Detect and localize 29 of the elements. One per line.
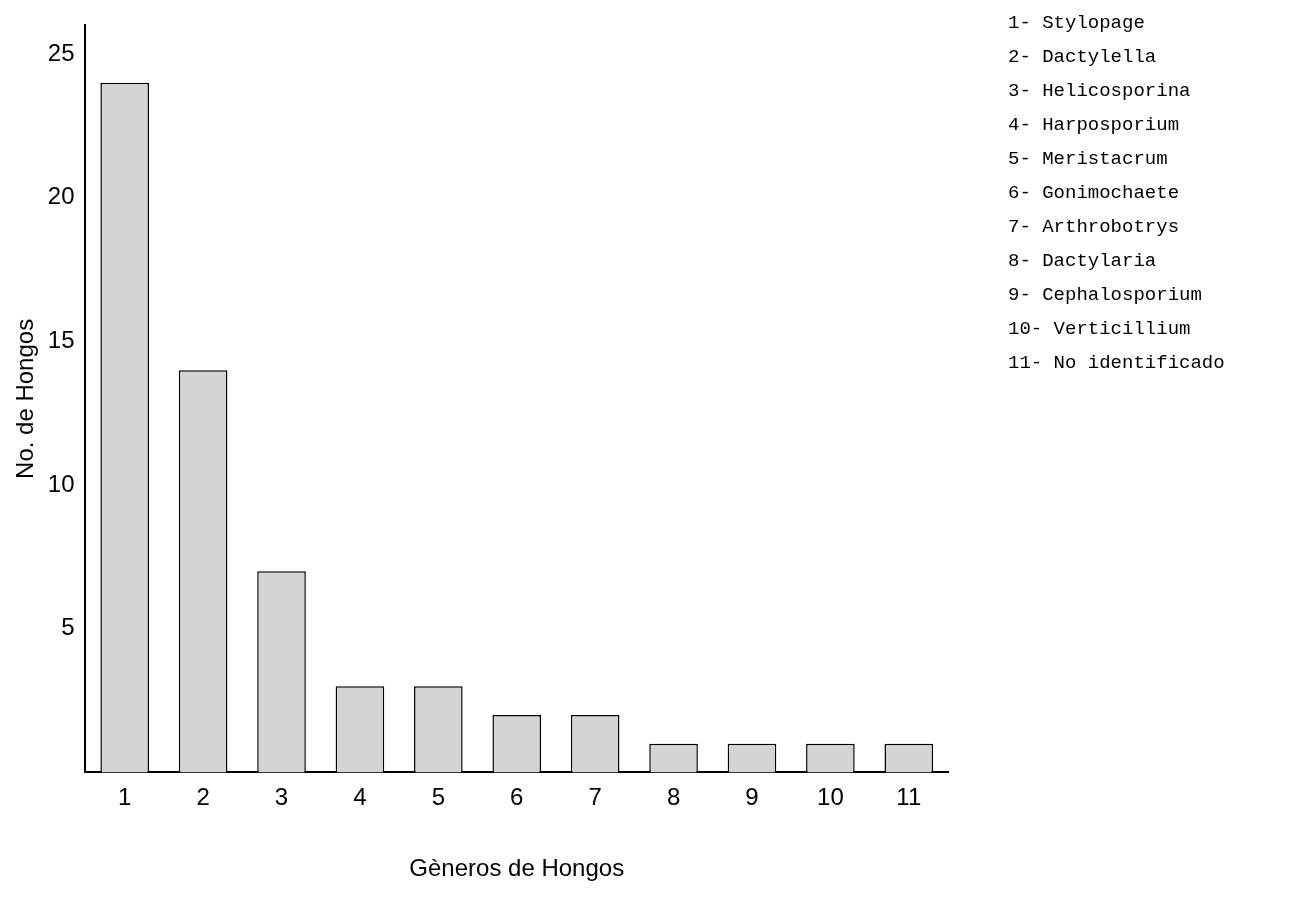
text: 7- Arthrobotrys <box>1008 216 1181 238</box>
text: 2- Dactylella <box>1008 46 1158 68</box>
x-tick-label: 10 <box>817 783 844 811</box>
text: 5- Meristacrum <box>1008 148 1169 170</box>
y-tick-label: 25 <box>47 38 75 66</box>
y-tick-label: 20 <box>47 182 75 210</box>
text: 1- Stylopage <box>1008 12 1146 34</box>
y-tick-label: 10 <box>47 469 75 497</box>
x-tick-label: 6 <box>510 783 524 811</box>
text: 8- Dactylaria <box>1008 250 1158 272</box>
text: 10- Verticillium <box>1008 318 1192 340</box>
text: 6- Gonimochaete <box>1008 182 1181 204</box>
x-tick-label: 7 <box>588 783 602 811</box>
x-tick-label: 11 <box>896 783 922 811</box>
text: 11- No identificado <box>1008 352 1225 374</box>
text: 3- Helicosporina <box>1008 80 1192 102</box>
y-axis-title: No. de Hongos <box>11 318 39 479</box>
x-tick-label: 9 <box>745 783 759 811</box>
x-tick-label: 8 <box>666 783 681 811</box>
x-tick-label: 2 <box>196 783 210 811</box>
y-tick-label: 15 <box>47 326 75 354</box>
text: 9- Cephalosporium <box>1008 284 1203 306</box>
x-axis-title: Gèneros de Hongos <box>409 854 625 882</box>
x-tick-label: 4 <box>353 783 367 811</box>
y-tick-label: 5 <box>61 613 75 641</box>
x-tick-label: 3 <box>274 783 289 811</box>
x-tick-label: 1 <box>118 783 132 811</box>
text: 4- Harposporium <box>1008 114 1181 136</box>
x-tick-label: 5 <box>431 783 446 811</box>
